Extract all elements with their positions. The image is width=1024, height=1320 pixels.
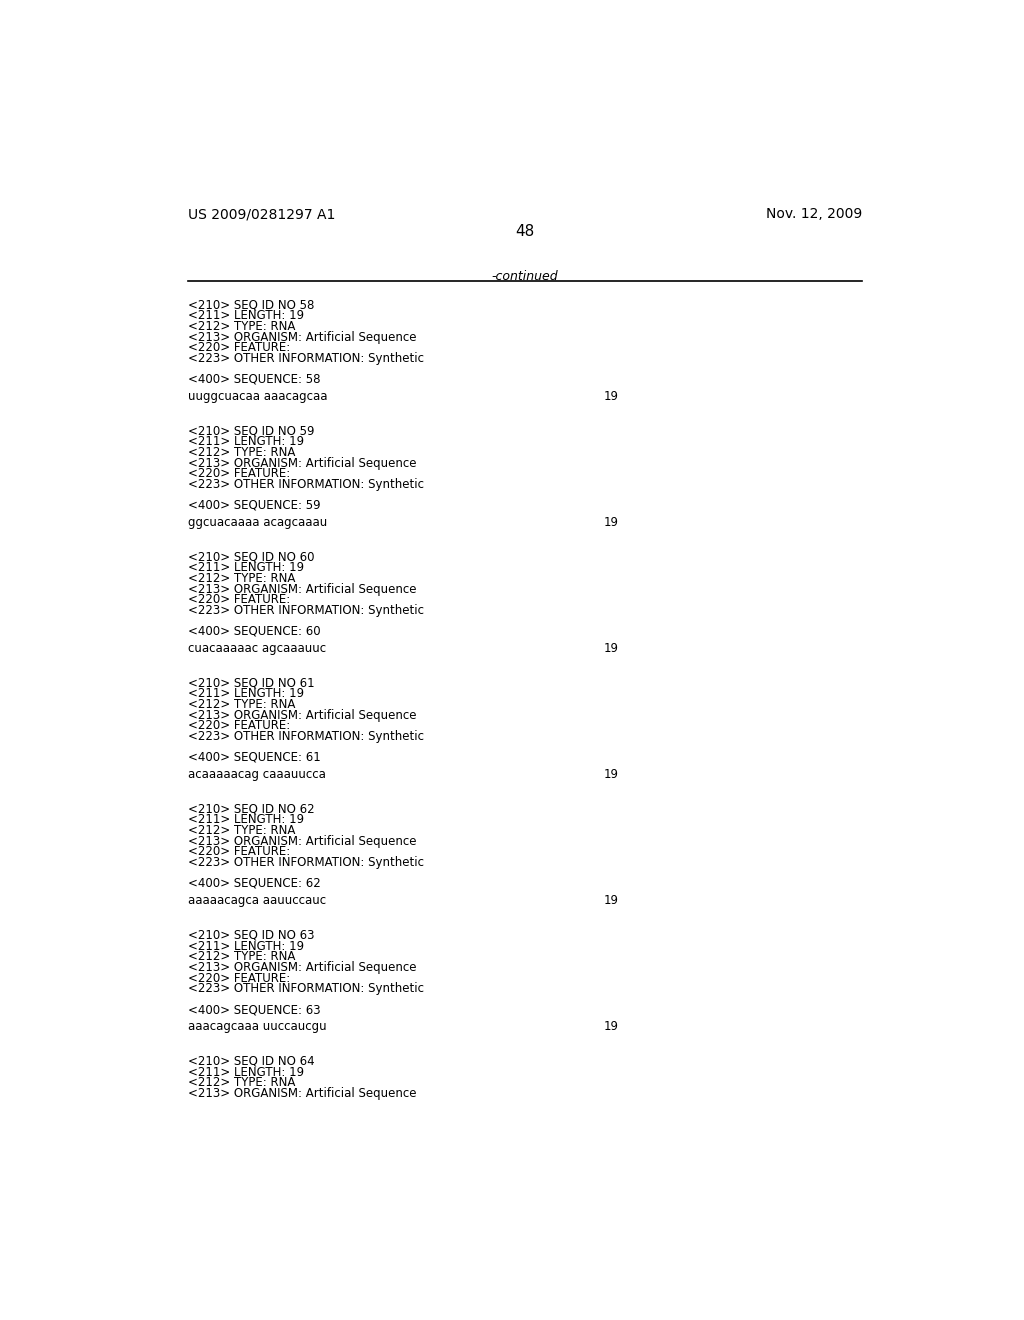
Text: 19: 19 (604, 516, 620, 529)
Text: <212> TYPE: RNA: <212> TYPE: RNA (187, 319, 295, 333)
Text: <220> FEATURE:: <220> FEATURE: (187, 594, 290, 606)
Text: acaaaaacag caaauucca: acaaaaacag caaauucca (187, 768, 326, 780)
Text: <213> ORGANISM: Artificial Sequence: <213> ORGANISM: Artificial Sequence (187, 1086, 416, 1100)
Text: <213> ORGANISM: Artificial Sequence: <213> ORGANISM: Artificial Sequence (187, 457, 416, 470)
Text: ggcuacaaaa acagcaaau: ggcuacaaaa acagcaaau (187, 516, 327, 529)
Text: <223> OTHER INFORMATION: Synthetic: <223> OTHER INFORMATION: Synthetic (187, 478, 424, 491)
Text: -continued: -continued (492, 271, 558, 284)
Text: <213> ORGANISM: Artificial Sequence: <213> ORGANISM: Artificial Sequence (187, 582, 416, 595)
Text: <213> ORGANISM: Artificial Sequence: <213> ORGANISM: Artificial Sequence (187, 834, 416, 847)
Text: <220> FEATURE:: <220> FEATURE: (187, 972, 290, 985)
Text: aaaaacagca aauuccauc: aaaaacagca aauuccauc (187, 894, 326, 907)
Text: 48: 48 (515, 224, 535, 239)
Text: <400> SEQUENCE: 62: <400> SEQUENCE: 62 (187, 876, 321, 890)
Text: <211> LENGTH: 19: <211> LENGTH: 19 (187, 1065, 304, 1078)
Text: <400> SEQUENCE: 60: <400> SEQUENCE: 60 (187, 624, 321, 638)
Text: <210> SEQ ID NO 63: <210> SEQ ID NO 63 (187, 929, 314, 942)
Text: uuggcuacaa aaacagcaa: uuggcuacaa aaacagcaa (187, 389, 327, 403)
Text: <220> FEATURE:: <220> FEATURE: (187, 846, 290, 858)
Text: <400> SEQUENCE: 61: <400> SEQUENCE: 61 (187, 751, 321, 764)
Text: aaacagcaaa uuccaucgu: aaacagcaaa uuccaucgu (187, 1020, 327, 1032)
Text: cuacaaaaac agcaaauuc: cuacaaaaac agcaaauuc (187, 642, 326, 655)
Text: 19: 19 (604, 642, 620, 655)
Text: <212> TYPE: RNA: <212> TYPE: RNA (187, 572, 295, 585)
Text: <220> FEATURE:: <220> FEATURE: (187, 719, 290, 733)
Text: <223> OTHER INFORMATION: Synthetic: <223> OTHER INFORMATION: Synthetic (187, 352, 424, 366)
Text: <212> TYPE: RNA: <212> TYPE: RNA (187, 698, 295, 711)
Text: <223> OTHER INFORMATION: Synthetic: <223> OTHER INFORMATION: Synthetic (187, 605, 424, 616)
Text: <211> LENGTH: 19: <211> LENGTH: 19 (187, 309, 304, 322)
Text: <212> TYPE: RNA: <212> TYPE: RNA (187, 446, 295, 459)
Text: <211> LENGTH: 19: <211> LENGTH: 19 (187, 688, 304, 701)
Text: <211> LENGTH: 19: <211> LENGTH: 19 (187, 940, 304, 953)
Text: US 2009/0281297 A1: US 2009/0281297 A1 (187, 207, 335, 222)
Text: <210> SEQ ID NO 58: <210> SEQ ID NO 58 (187, 298, 314, 312)
Text: <211> LENGTH: 19: <211> LENGTH: 19 (187, 813, 304, 826)
Text: <212> TYPE: RNA: <212> TYPE: RNA (187, 1076, 295, 1089)
Text: 19: 19 (604, 768, 620, 780)
Text: <212> TYPE: RNA: <212> TYPE: RNA (187, 950, 295, 964)
Text: <220> FEATURE:: <220> FEATURE: (187, 467, 290, 480)
Text: <213> ORGANISM: Artificial Sequence: <213> ORGANISM: Artificial Sequence (187, 961, 416, 974)
Text: <212> TYPE: RNA: <212> TYPE: RNA (187, 824, 295, 837)
Text: <400> SEQUENCE: 58: <400> SEQUENCE: 58 (187, 372, 321, 385)
Text: <210> SEQ ID NO 61: <210> SEQ ID NO 61 (187, 677, 314, 690)
Text: 19: 19 (604, 1020, 620, 1032)
Text: <223> OTHER INFORMATION: Synthetic: <223> OTHER INFORMATION: Synthetic (187, 982, 424, 995)
Text: <223> OTHER INFORMATION: Synthetic: <223> OTHER INFORMATION: Synthetic (187, 857, 424, 869)
Text: <400> SEQUENCE: 59: <400> SEQUENCE: 59 (187, 499, 321, 512)
Text: <210> SEQ ID NO 59: <210> SEQ ID NO 59 (187, 425, 314, 438)
Text: <210> SEQ ID NO 60: <210> SEQ ID NO 60 (187, 550, 314, 564)
Text: <220> FEATURE:: <220> FEATURE: (187, 342, 290, 354)
Text: <211> LENGTH: 19: <211> LENGTH: 19 (187, 436, 304, 449)
Text: 19: 19 (604, 894, 620, 907)
Text: Nov. 12, 2009: Nov. 12, 2009 (766, 207, 862, 222)
Text: <211> LENGTH: 19: <211> LENGTH: 19 (187, 561, 304, 574)
Text: <210> SEQ ID NO 62: <210> SEQ ID NO 62 (187, 803, 314, 816)
Text: <213> ORGANISM: Artificial Sequence: <213> ORGANISM: Artificial Sequence (187, 331, 416, 343)
Text: <400> SEQUENCE: 63: <400> SEQUENCE: 63 (187, 1003, 321, 1016)
Text: 19: 19 (604, 389, 620, 403)
Text: <210> SEQ ID NO 64: <210> SEQ ID NO 64 (187, 1055, 314, 1068)
Text: <223> OTHER INFORMATION: Synthetic: <223> OTHER INFORMATION: Synthetic (187, 730, 424, 743)
Text: <213> ORGANISM: Artificial Sequence: <213> ORGANISM: Artificial Sequence (187, 709, 416, 722)
